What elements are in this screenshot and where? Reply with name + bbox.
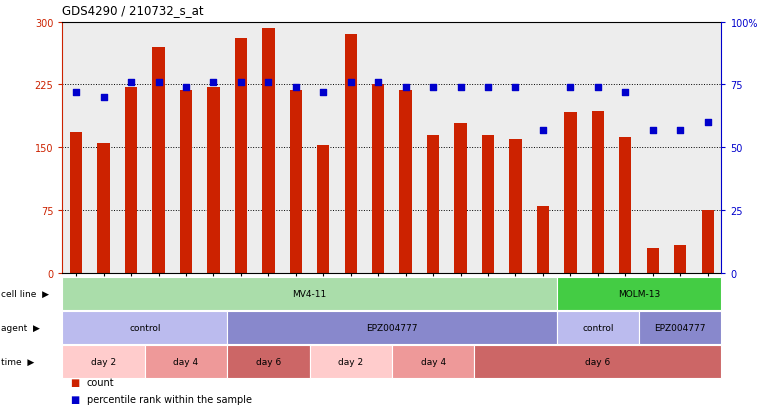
Bar: [564, 113, 577, 273]
Text: day 4: day 4: [174, 357, 199, 366]
Point: [482, 85, 494, 91]
Text: EPZ004777: EPZ004777: [366, 323, 418, 332]
Bar: [501, 23, 529, 273]
Bar: [317, 145, 330, 273]
Point: [674, 127, 686, 134]
Bar: [400, 91, 412, 273]
Bar: [145, 23, 172, 273]
Bar: [509, 140, 521, 273]
Bar: [447, 23, 474, 273]
Text: EPZ004777: EPZ004777: [654, 323, 706, 332]
Bar: [90, 23, 117, 273]
Text: ■: ■: [70, 394, 79, 404]
Bar: [619, 138, 632, 273]
Bar: [62, 23, 90, 273]
Text: MV4-11: MV4-11: [292, 289, 326, 298]
Bar: [180, 91, 192, 273]
Text: cell line  ▶: cell line ▶: [1, 289, 49, 298]
Text: agent  ▶: agent ▶: [1, 323, 40, 332]
Point: [537, 127, 549, 134]
Bar: [529, 23, 557, 273]
Bar: [263, 28, 275, 273]
Bar: [337, 23, 365, 273]
Text: day 2: day 2: [91, 357, 116, 366]
Point: [619, 90, 632, 96]
Bar: [482, 135, 494, 273]
Point: [702, 119, 714, 126]
Point: [263, 79, 275, 86]
Bar: [290, 91, 302, 273]
Text: control: control: [129, 323, 161, 332]
Point: [70, 90, 82, 96]
Point: [152, 79, 164, 86]
Bar: [647, 248, 659, 273]
Text: day 4: day 4: [421, 357, 446, 366]
Bar: [199, 23, 227, 273]
Point: [290, 85, 302, 91]
Bar: [612, 23, 639, 273]
Point: [180, 85, 192, 91]
Bar: [392, 23, 419, 273]
Bar: [592, 112, 604, 273]
Point: [207, 79, 219, 86]
Bar: [345, 35, 357, 273]
Bar: [70, 133, 82, 273]
Bar: [97, 144, 110, 273]
Bar: [419, 23, 447, 273]
Bar: [282, 23, 310, 273]
Bar: [556, 23, 584, 273]
Bar: [227, 23, 255, 273]
Point: [427, 85, 439, 91]
Point: [565, 85, 577, 91]
Text: control: control: [582, 323, 613, 332]
Point: [345, 79, 357, 86]
Point: [372, 79, 384, 86]
Bar: [207, 88, 220, 273]
Text: GDS4290 / 210732_s_at: GDS4290 / 210732_s_at: [62, 4, 204, 17]
Bar: [365, 23, 392, 273]
Bar: [152, 48, 164, 273]
Text: percentile rank within the sample: percentile rank within the sample: [87, 394, 252, 404]
Bar: [454, 123, 466, 273]
Point: [400, 85, 412, 91]
Bar: [255, 23, 282, 273]
Bar: [125, 88, 137, 273]
Point: [235, 79, 247, 86]
Text: ■: ■: [70, 377, 79, 387]
Bar: [117, 23, 145, 273]
Bar: [694, 23, 721, 273]
Bar: [674, 245, 686, 273]
Text: day 2: day 2: [338, 357, 363, 366]
Point: [647, 127, 659, 134]
Point: [125, 79, 137, 86]
Point: [97, 95, 110, 101]
Point: [509, 85, 521, 91]
Point: [592, 85, 604, 91]
Bar: [234, 38, 247, 273]
Bar: [639, 23, 667, 273]
Text: day 6: day 6: [256, 357, 281, 366]
Bar: [702, 211, 714, 273]
Text: time  ▶: time ▶: [1, 357, 34, 366]
Text: MOLM-13: MOLM-13: [618, 289, 661, 298]
Point: [317, 90, 330, 96]
Bar: [372, 85, 384, 273]
Bar: [537, 206, 549, 273]
Bar: [667, 23, 694, 273]
Bar: [584, 23, 612, 273]
Bar: [427, 135, 439, 273]
Bar: [310, 23, 337, 273]
Text: day 6: day 6: [585, 357, 610, 366]
Point: [454, 85, 466, 91]
Bar: [172, 23, 199, 273]
Text: count: count: [87, 377, 114, 387]
Bar: [474, 23, 501, 273]
